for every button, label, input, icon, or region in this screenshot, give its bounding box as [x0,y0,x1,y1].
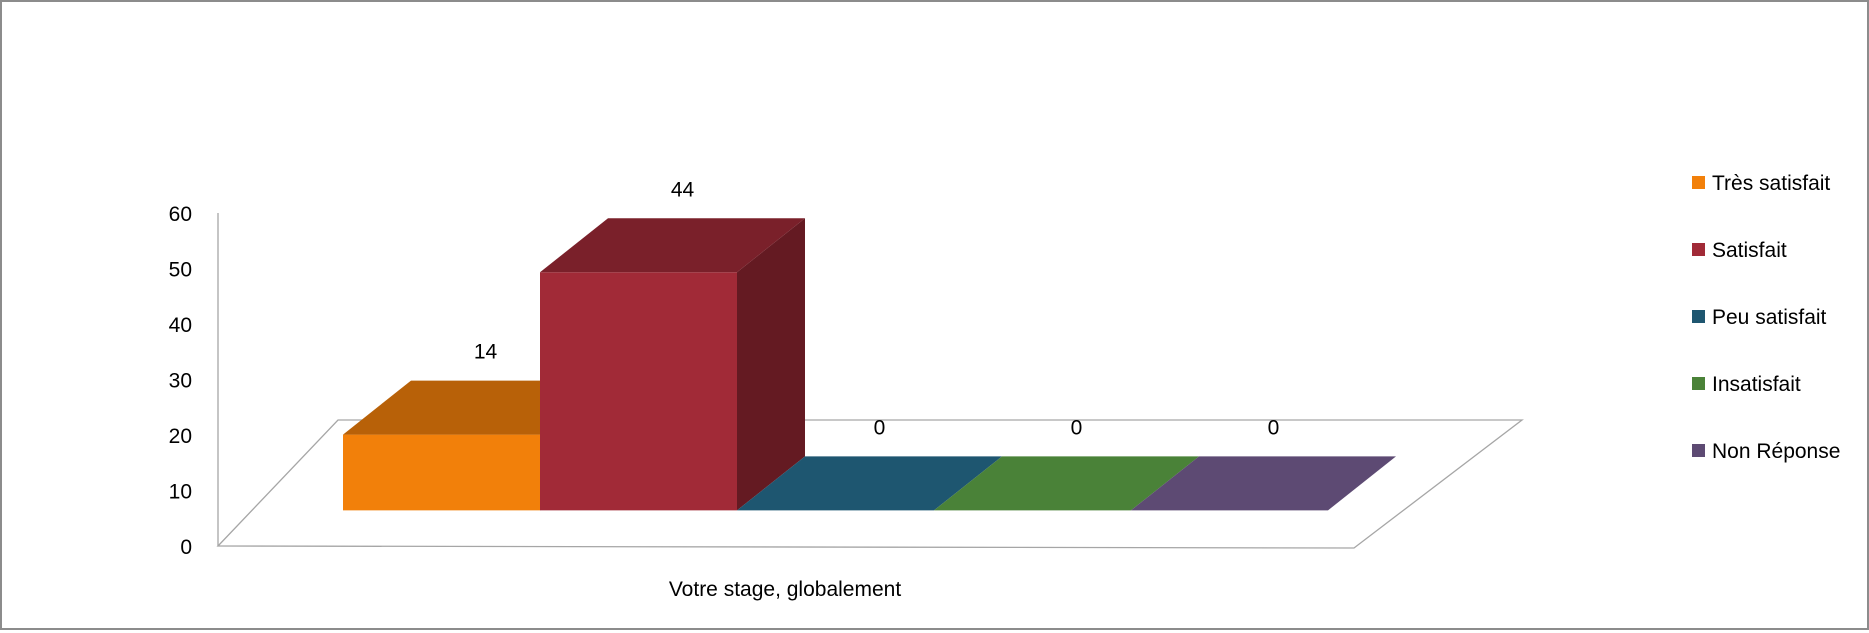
bar-non-réponse [1131,456,1396,511]
bars [343,218,1396,511]
bar-top [1131,456,1396,511]
legend-swatch [1692,310,1705,323]
data-label: 14 [474,341,498,364]
legend-item: Satisfait [1692,239,1787,262]
x-axis-label: Votre stage, globalement [669,578,901,601]
bar-insatisfait [934,456,1199,511]
bar-top [934,456,1199,511]
data-label: 0 [874,416,886,439]
bar-satisfait [540,218,805,511]
legend-item: Très satisfait [1692,172,1830,195]
legend-item: Non Réponse [1692,440,1840,463]
bar-top [540,218,805,273]
legend-label: Satisfait [1712,239,1787,262]
legend-item: Insatisfait [1692,373,1801,396]
y-tick-label: 60 [169,203,192,226]
legend-swatch [1692,176,1705,189]
y-tick-label: 0 [180,536,192,559]
legend-label: Insatisfait [1712,373,1801,396]
legend-swatch [1692,444,1705,457]
y-tick-label: 20 [169,425,192,448]
floor-outline [216,419,1524,549]
bar-front [540,272,737,511]
y-tick-label: 10 [169,481,192,504]
legend: Très satisfait Satisfait Peu satisfait Insa… [1692,172,1840,463]
data-label: 0 [1268,416,1280,439]
chart-walls [216,213,1524,549]
legend-swatch [1692,243,1705,256]
bar-peu-satisfait [737,456,1002,511]
data-labels: 14 44 0 0 0 [474,178,1280,439]
legend-swatch [1692,377,1705,390]
y-tick-label: 50 [169,259,192,282]
legend-label: Non Réponse [1712,440,1840,463]
data-label: 0 [1071,416,1083,439]
bar-side [737,218,805,511]
bar-front [343,434,540,511]
legend-label: Très satisfait [1712,172,1830,195]
y-tick-label: 30 [169,370,192,393]
y-tick-label: 40 [169,314,192,337]
legend-label: Peu satisfait [1712,306,1827,329]
data-label: 44 [671,178,695,201]
bar-top [737,456,1002,511]
legend-item: Peu satisfait [1692,306,1827,329]
y-axis: 0 10 20 30 40 50 60 [169,203,192,559]
